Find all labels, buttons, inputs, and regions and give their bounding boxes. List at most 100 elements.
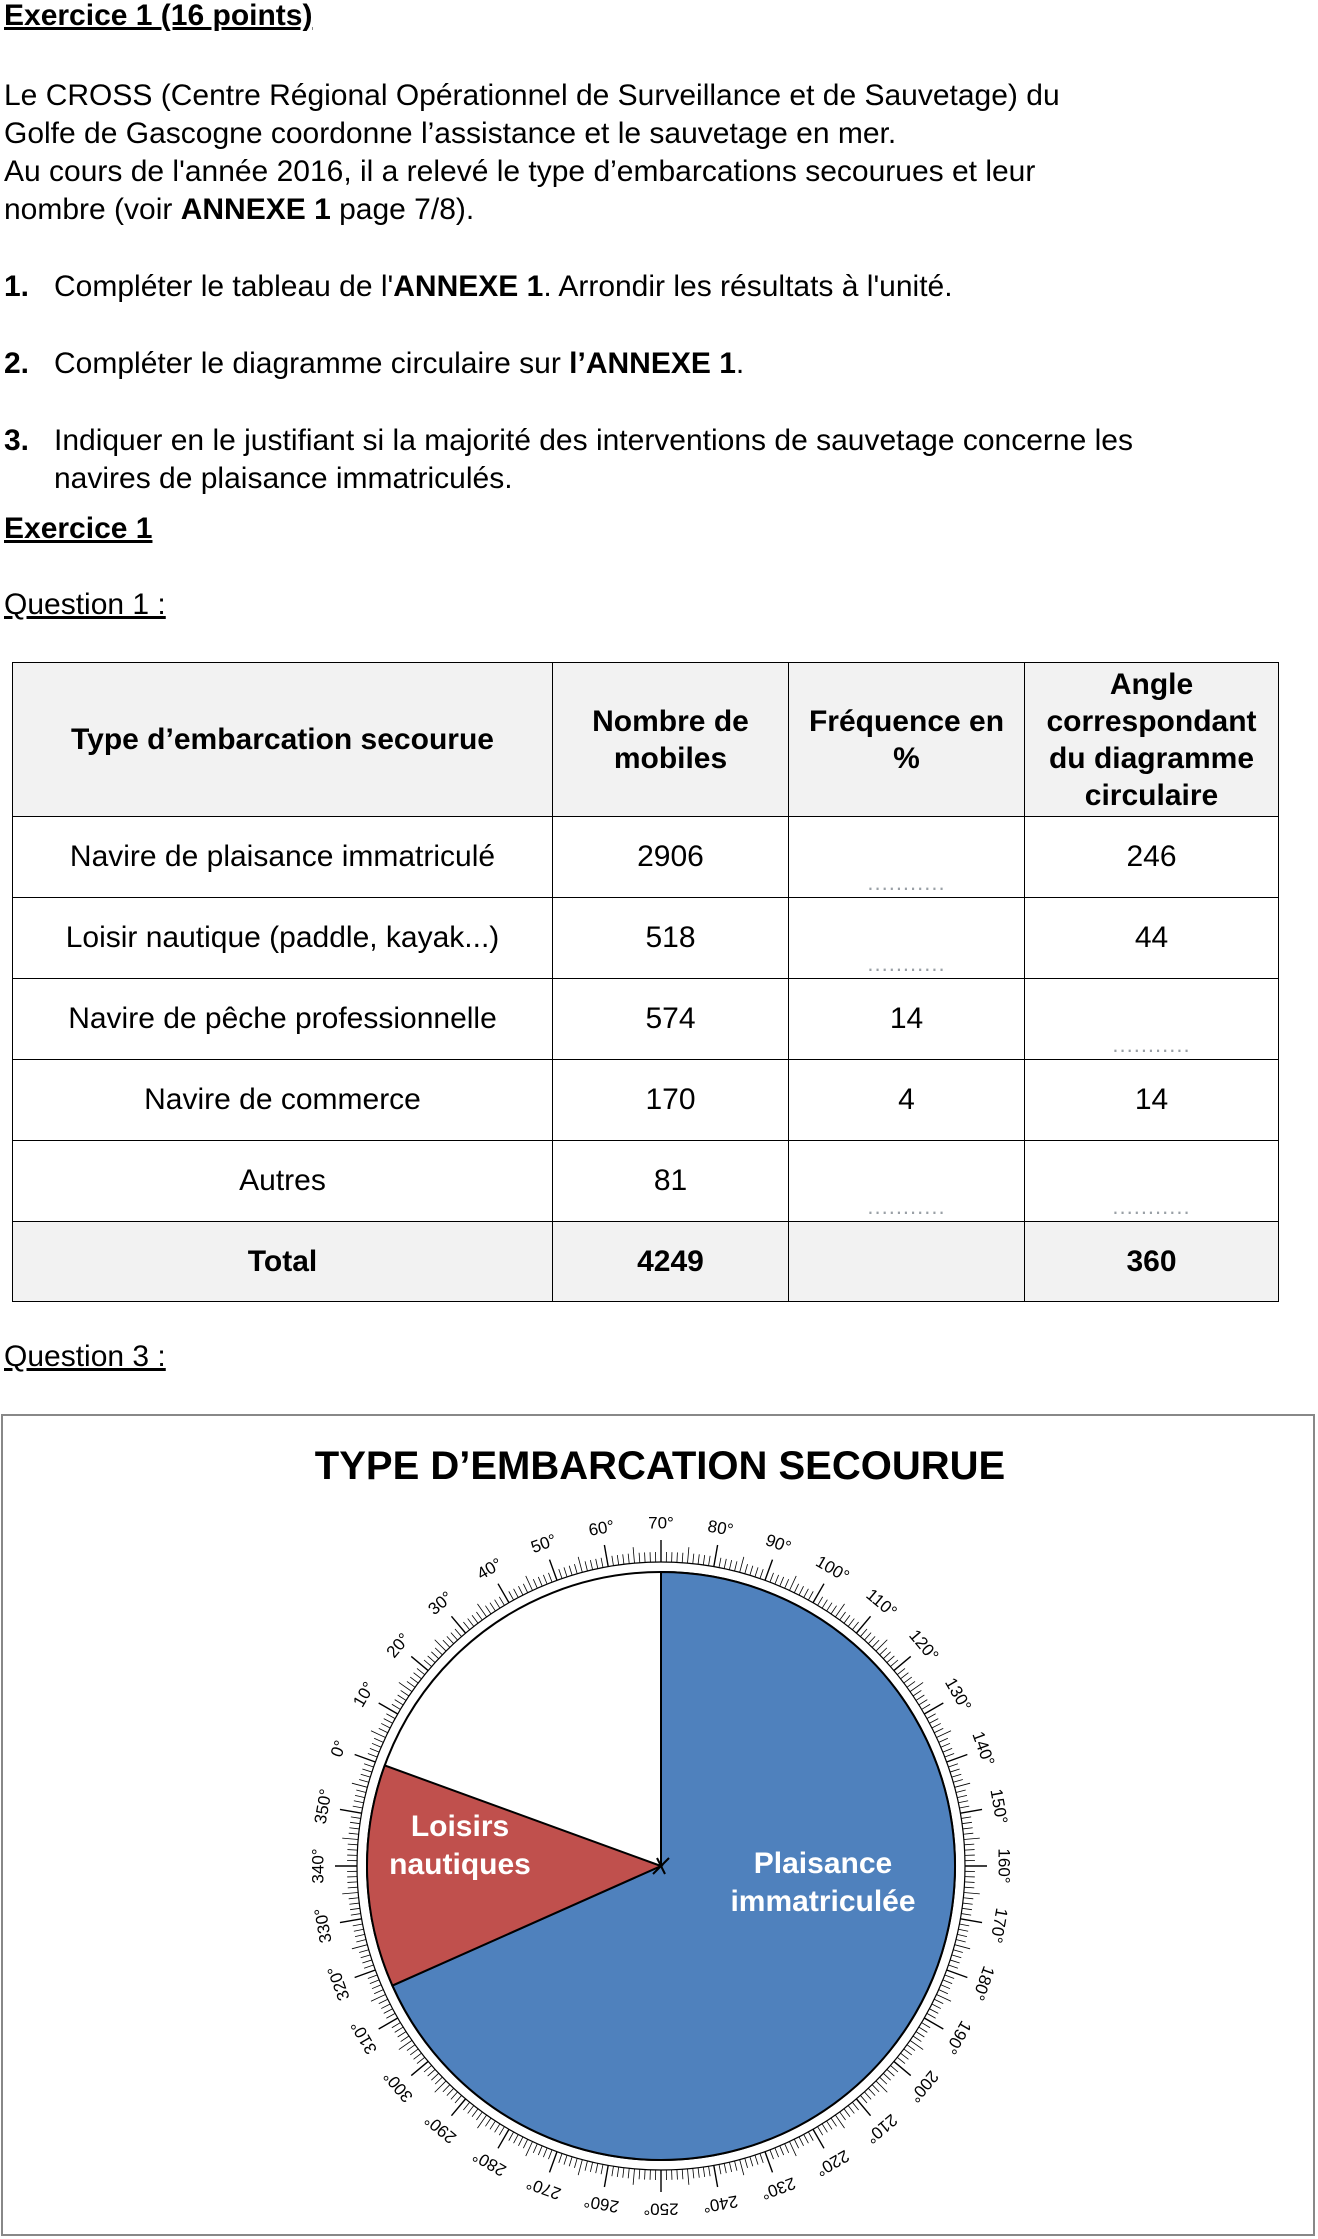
- protractor-tick: [964, 1892, 980, 1893]
- protractor-tick: [564, 1567, 567, 1577]
- protractor-tick: [564, 2155, 567, 2165]
- intro-line-3: Au cours de l'année 2016, il a relevé le…: [4, 153, 1035, 191]
- protractor-tick: [574, 2158, 577, 2168]
- protractor-tick: [354, 1801, 364, 1803]
- protractor-label: 330°: [311, 1907, 336, 1945]
- protractor-tick: [745, 2158, 748, 2168]
- protractor-tick: [578, 2160, 582, 2175]
- protractor-tick: [559, 2153, 562, 2162]
- protractor-tick: [687, 1547, 688, 1563]
- protractor-tick: [916, 2032, 924, 2037]
- protractor-tick: [755, 2155, 758, 2165]
- protractor-tick: [395, 1700, 403, 1705]
- protractor-tick: [960, 1809, 982, 1813]
- protractor-tick: [677, 2170, 678, 2180]
- protractor-tick: [962, 1908, 972, 1909]
- table-row: Navire de plaisance immatriculé 2906 ...…: [13, 817, 1279, 898]
- protractor-tick: [941, 1985, 950, 1989]
- protractor-tick: [443, 1640, 450, 1647]
- protractor-tick: [386, 2013, 395, 2018]
- protractor-tick: [789, 2142, 796, 2157]
- annexe-ref: ANNEXE 1: [181, 193, 331, 226]
- protractor-tick: [372, 1743, 381, 1747]
- protractor-tick: [844, 2109, 850, 2117]
- protractor-tick: [443, 2085, 450, 2092]
- protractor-tick: [709, 2166, 711, 2176]
- protractor-tick: [351, 1817, 361, 1819]
- protractor-tick: [868, 2088, 875, 2095]
- protractor-tick: [780, 1577, 784, 1586]
- protractor-tick: [937, 1731, 952, 1738]
- protractor-tick: [813, 2129, 824, 2148]
- protractor-tick: [526, 1576, 533, 1591]
- slice-label: Loisirs: [411, 1810, 509, 1843]
- protractor-tick: [596, 1559, 598, 1569]
- protractor-tick: [374, 1738, 383, 1742]
- protractor-tick: [495, 1600, 500, 1608]
- protractor-tick: [831, 2118, 837, 2126]
- protractor-tick: [451, 2099, 465, 2116]
- protractor-tick: [904, 1677, 912, 1683]
- protractor-tick: [411, 2061, 428, 2075]
- protractor-tick: [945, 1753, 954, 1757]
- protractor-tick: [476, 1612, 482, 1620]
- protractor-tick: [852, 1622, 858, 1630]
- protractor-tick: [364, 1965, 373, 1968]
- protractor-tick: [359, 1779, 369, 1782]
- protractor-tick: [645, 1552, 646, 1562]
- protractor-tick: [883, 1652, 890, 1659]
- protractor-tick: [370, 1748, 379, 1752]
- protractor-tick: [604, 1545, 608, 1567]
- protractor-tick: [890, 1660, 898, 1667]
- protractor-label: 300°: [380, 2067, 417, 2106]
- cell-angle: 246: [1025, 817, 1279, 898]
- protractor-tick: [490, 1603, 495, 1611]
- protractor-tick: [919, 1700, 927, 1705]
- protractor-label: 40°: [474, 1554, 506, 1583]
- protractor-tick: [410, 2049, 418, 2055]
- protractor-tick: [956, 1790, 966, 1792]
- table-row: Loisir nautique (paddle, kayak...) 518 .…: [13, 898, 1279, 979]
- question-1: 1. Compléter le tableau de l'ANNEXE 1. A…: [4, 268, 54, 306]
- protractor-tick: [417, 2057, 425, 2063]
- protractor-tick: [822, 2124, 827, 2132]
- protractor-tick: [922, 1704, 931, 1709]
- protractor-tick: [827, 2121, 832, 2129]
- protractor-tick: [955, 1945, 970, 1949]
- protractor-label: 320°: [324, 1964, 354, 2004]
- protractor-tick: [431, 2073, 438, 2080]
- protractor-tick: [417, 1668, 425, 1674]
- protractor-tick: [590, 2162, 592, 2172]
- pie-chart-frame: TYPE D’EMBARCATION SECOURUE 70°80°90°100…: [1, 1414, 1315, 2236]
- protractor-tick: [919, 2027, 927, 2032]
- protractor-tick: [860, 1629, 867, 1637]
- protractor-tick: [381, 1723, 390, 1728]
- protractor-tick: [804, 2134, 809, 2143]
- protractor-tick: [623, 2168, 624, 2178]
- protractor-tick: [957, 1795, 967, 1797]
- protractor-label: 160°: [995, 1848, 1014, 1883]
- protractor-tick: [959, 1924, 969, 1926]
- protractor-tick: [617, 2167, 618, 2177]
- protractor-tick: [476, 2112, 482, 2120]
- protractor-tick: [356, 1940, 366, 1942]
- protractor-tick: [958, 1929, 968, 1931]
- protractor-tick: [872, 1640, 879, 1647]
- cell-angle: 14: [1025, 1060, 1279, 1141]
- protractor-tick: [499, 2127, 504, 2136]
- protractor-tick: [451, 1616, 465, 1633]
- protractor-tick: [785, 2144, 789, 2153]
- protractor-tick: [735, 2161, 737, 2171]
- protractor-tick: [880, 2077, 887, 2084]
- protractor-tick: [963, 1828, 973, 1829]
- cell-angle-blank: ...........: [1025, 979, 1279, 1060]
- protractor-label: 120°: [905, 1626, 942, 1665]
- protractor-tick: [943, 1980, 952, 1984]
- protractor-tick: [740, 1557, 744, 1572]
- cell-angle-blank: ...........: [1025, 1141, 1279, 1222]
- protractor-tick: [518, 1586, 523, 1595]
- protractor-tick: [569, 1566, 572, 1576]
- cell-nombre: 518: [553, 898, 789, 979]
- protractor-tick: [799, 1586, 804, 1595]
- protractor-tick: [961, 1817, 971, 1819]
